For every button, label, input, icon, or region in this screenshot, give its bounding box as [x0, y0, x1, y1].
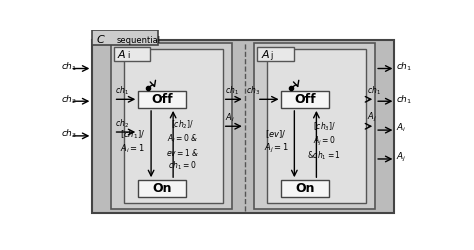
- FancyBboxPatch shape: [267, 49, 366, 203]
- Text: $ch_3$: $ch_3$: [246, 85, 260, 97]
- Text: i: i: [127, 52, 129, 60]
- Text: $ch_1$: $ch_1$: [61, 60, 77, 73]
- Text: On: On: [296, 182, 315, 195]
- FancyBboxPatch shape: [138, 180, 186, 198]
- Text: $[ch_2]/$
$A_i{=}0$ &
$ev{=}1$ &
$ch_1{=}0$: $[ch_2]/$ $A_i{=}0$ & $ev{=}1$ & $ch_1{=…: [165, 118, 199, 172]
- Text: $ch_1$: $ch_1$: [225, 85, 238, 97]
- FancyBboxPatch shape: [254, 44, 375, 209]
- FancyBboxPatch shape: [114, 47, 150, 61]
- FancyBboxPatch shape: [92, 30, 158, 46]
- Text: $ch_1$: $ch_1$: [116, 85, 129, 97]
- Text: $[ch_3]/$
$A_j{=}0$
$&ch_1{=}1$: $[ch_3]/$ $A_j{=}0$ $&ch_1{=}1$: [308, 121, 341, 162]
- Text: $A_i$: $A_i$: [396, 122, 407, 134]
- Text: sequential: sequential: [116, 36, 160, 45]
- Text: j: j: [271, 52, 273, 60]
- Text: $C$: $C$: [96, 33, 106, 45]
- FancyBboxPatch shape: [110, 44, 232, 209]
- Text: $ch_1$: $ch_1$: [367, 85, 381, 97]
- Text: $A_j$: $A_j$: [367, 111, 377, 124]
- Text: Off: Off: [151, 93, 173, 106]
- FancyBboxPatch shape: [92, 40, 393, 213]
- Text: $ch_2$: $ch_2$: [116, 118, 129, 130]
- FancyBboxPatch shape: [282, 91, 329, 108]
- FancyBboxPatch shape: [282, 180, 329, 198]
- Text: On: On: [152, 182, 172, 195]
- Text: $[ev]/$
$A_j{=}1$: $[ev]/$ $A_j{=}1$: [264, 128, 288, 155]
- Text: $A$: $A$: [117, 48, 127, 60]
- Text: $[ch_1]/$
$A_i{=}1$: $[ch_1]/$ $A_i{=}1$: [120, 128, 146, 155]
- Text: $A_j$: $A_j$: [396, 150, 407, 164]
- FancyBboxPatch shape: [257, 47, 293, 61]
- FancyBboxPatch shape: [138, 91, 186, 108]
- Text: $A_i$: $A_i$: [225, 112, 234, 124]
- Text: Off: Off: [294, 93, 316, 106]
- Text: $ch_1$: $ch_1$: [396, 60, 413, 73]
- Text: $ch_1$: $ch_1$: [396, 93, 413, 106]
- Text: $A$: $A$: [261, 48, 270, 60]
- Text: $ch_2$: $ch_2$: [61, 93, 77, 106]
- FancyBboxPatch shape: [124, 49, 223, 203]
- Text: $ch_3$: $ch_3$: [61, 128, 77, 140]
